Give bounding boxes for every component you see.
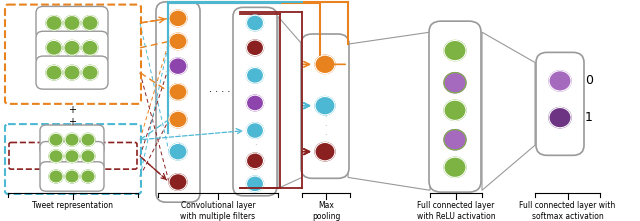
Circle shape bbox=[49, 170, 63, 183]
Circle shape bbox=[81, 150, 95, 163]
Text: · · · ·: · · · · bbox=[209, 87, 230, 97]
FancyBboxPatch shape bbox=[301, 34, 349, 178]
Text: Full connected layer with
softmax activation: Full connected layer with softmax activa… bbox=[520, 201, 616, 221]
Circle shape bbox=[246, 40, 264, 56]
Circle shape bbox=[46, 16, 62, 30]
Circle shape bbox=[65, 170, 79, 183]
Circle shape bbox=[444, 130, 466, 150]
Circle shape bbox=[246, 176, 264, 192]
FancyBboxPatch shape bbox=[36, 56, 108, 89]
FancyBboxPatch shape bbox=[429, 21, 481, 192]
Circle shape bbox=[169, 84, 187, 100]
Circle shape bbox=[81, 133, 95, 146]
Text: 1: 1 bbox=[585, 111, 593, 124]
Circle shape bbox=[246, 123, 264, 138]
Circle shape bbox=[169, 111, 187, 128]
Circle shape bbox=[169, 33, 187, 50]
FancyBboxPatch shape bbox=[40, 125, 104, 154]
Circle shape bbox=[82, 16, 98, 30]
Circle shape bbox=[246, 153, 264, 169]
Text: +: + bbox=[68, 117, 76, 127]
FancyBboxPatch shape bbox=[40, 162, 104, 191]
Circle shape bbox=[64, 65, 80, 80]
Text: ·
·
·: · · · bbox=[177, 122, 179, 150]
Text: Full connected layer
with ReLU activation: Full connected layer with ReLU activatio… bbox=[417, 201, 495, 221]
FancyBboxPatch shape bbox=[40, 142, 104, 171]
Circle shape bbox=[169, 58, 187, 74]
Circle shape bbox=[82, 65, 98, 80]
Text: ·
·
·: · · · bbox=[324, 113, 326, 140]
Text: ·
·
·: · · · bbox=[253, 132, 256, 159]
FancyBboxPatch shape bbox=[536, 52, 584, 155]
Circle shape bbox=[315, 55, 335, 74]
Circle shape bbox=[315, 143, 335, 161]
Circle shape bbox=[246, 15, 264, 31]
Text: 0: 0 bbox=[585, 74, 593, 87]
Circle shape bbox=[169, 10, 187, 27]
Circle shape bbox=[169, 174, 187, 190]
Circle shape bbox=[549, 108, 571, 128]
FancyBboxPatch shape bbox=[156, 2, 200, 202]
Text: Max
pooling: Max pooling bbox=[312, 201, 340, 221]
Circle shape bbox=[81, 170, 95, 183]
Circle shape bbox=[49, 133, 63, 146]
FancyBboxPatch shape bbox=[36, 6, 108, 40]
Circle shape bbox=[65, 150, 79, 163]
Circle shape bbox=[169, 143, 187, 160]
Text: Convolutional layer
with multiple filters: Convolutional layer with multiple filter… bbox=[180, 201, 255, 221]
Circle shape bbox=[65, 133, 79, 146]
Circle shape bbox=[444, 100, 466, 120]
Circle shape bbox=[82, 40, 98, 55]
Circle shape bbox=[64, 40, 80, 55]
Circle shape bbox=[549, 71, 571, 91]
FancyBboxPatch shape bbox=[36, 31, 108, 64]
Circle shape bbox=[444, 73, 466, 93]
Circle shape bbox=[246, 95, 264, 111]
Text: Tweet representation: Tweet representation bbox=[33, 201, 113, 210]
Circle shape bbox=[444, 157, 466, 177]
Circle shape bbox=[246, 68, 264, 83]
Circle shape bbox=[46, 40, 62, 55]
Circle shape bbox=[444, 40, 466, 61]
Circle shape bbox=[315, 97, 335, 115]
Circle shape bbox=[64, 16, 80, 30]
FancyBboxPatch shape bbox=[233, 7, 277, 196]
Circle shape bbox=[49, 150, 63, 163]
Circle shape bbox=[46, 65, 62, 80]
Text: +: + bbox=[68, 105, 76, 115]
